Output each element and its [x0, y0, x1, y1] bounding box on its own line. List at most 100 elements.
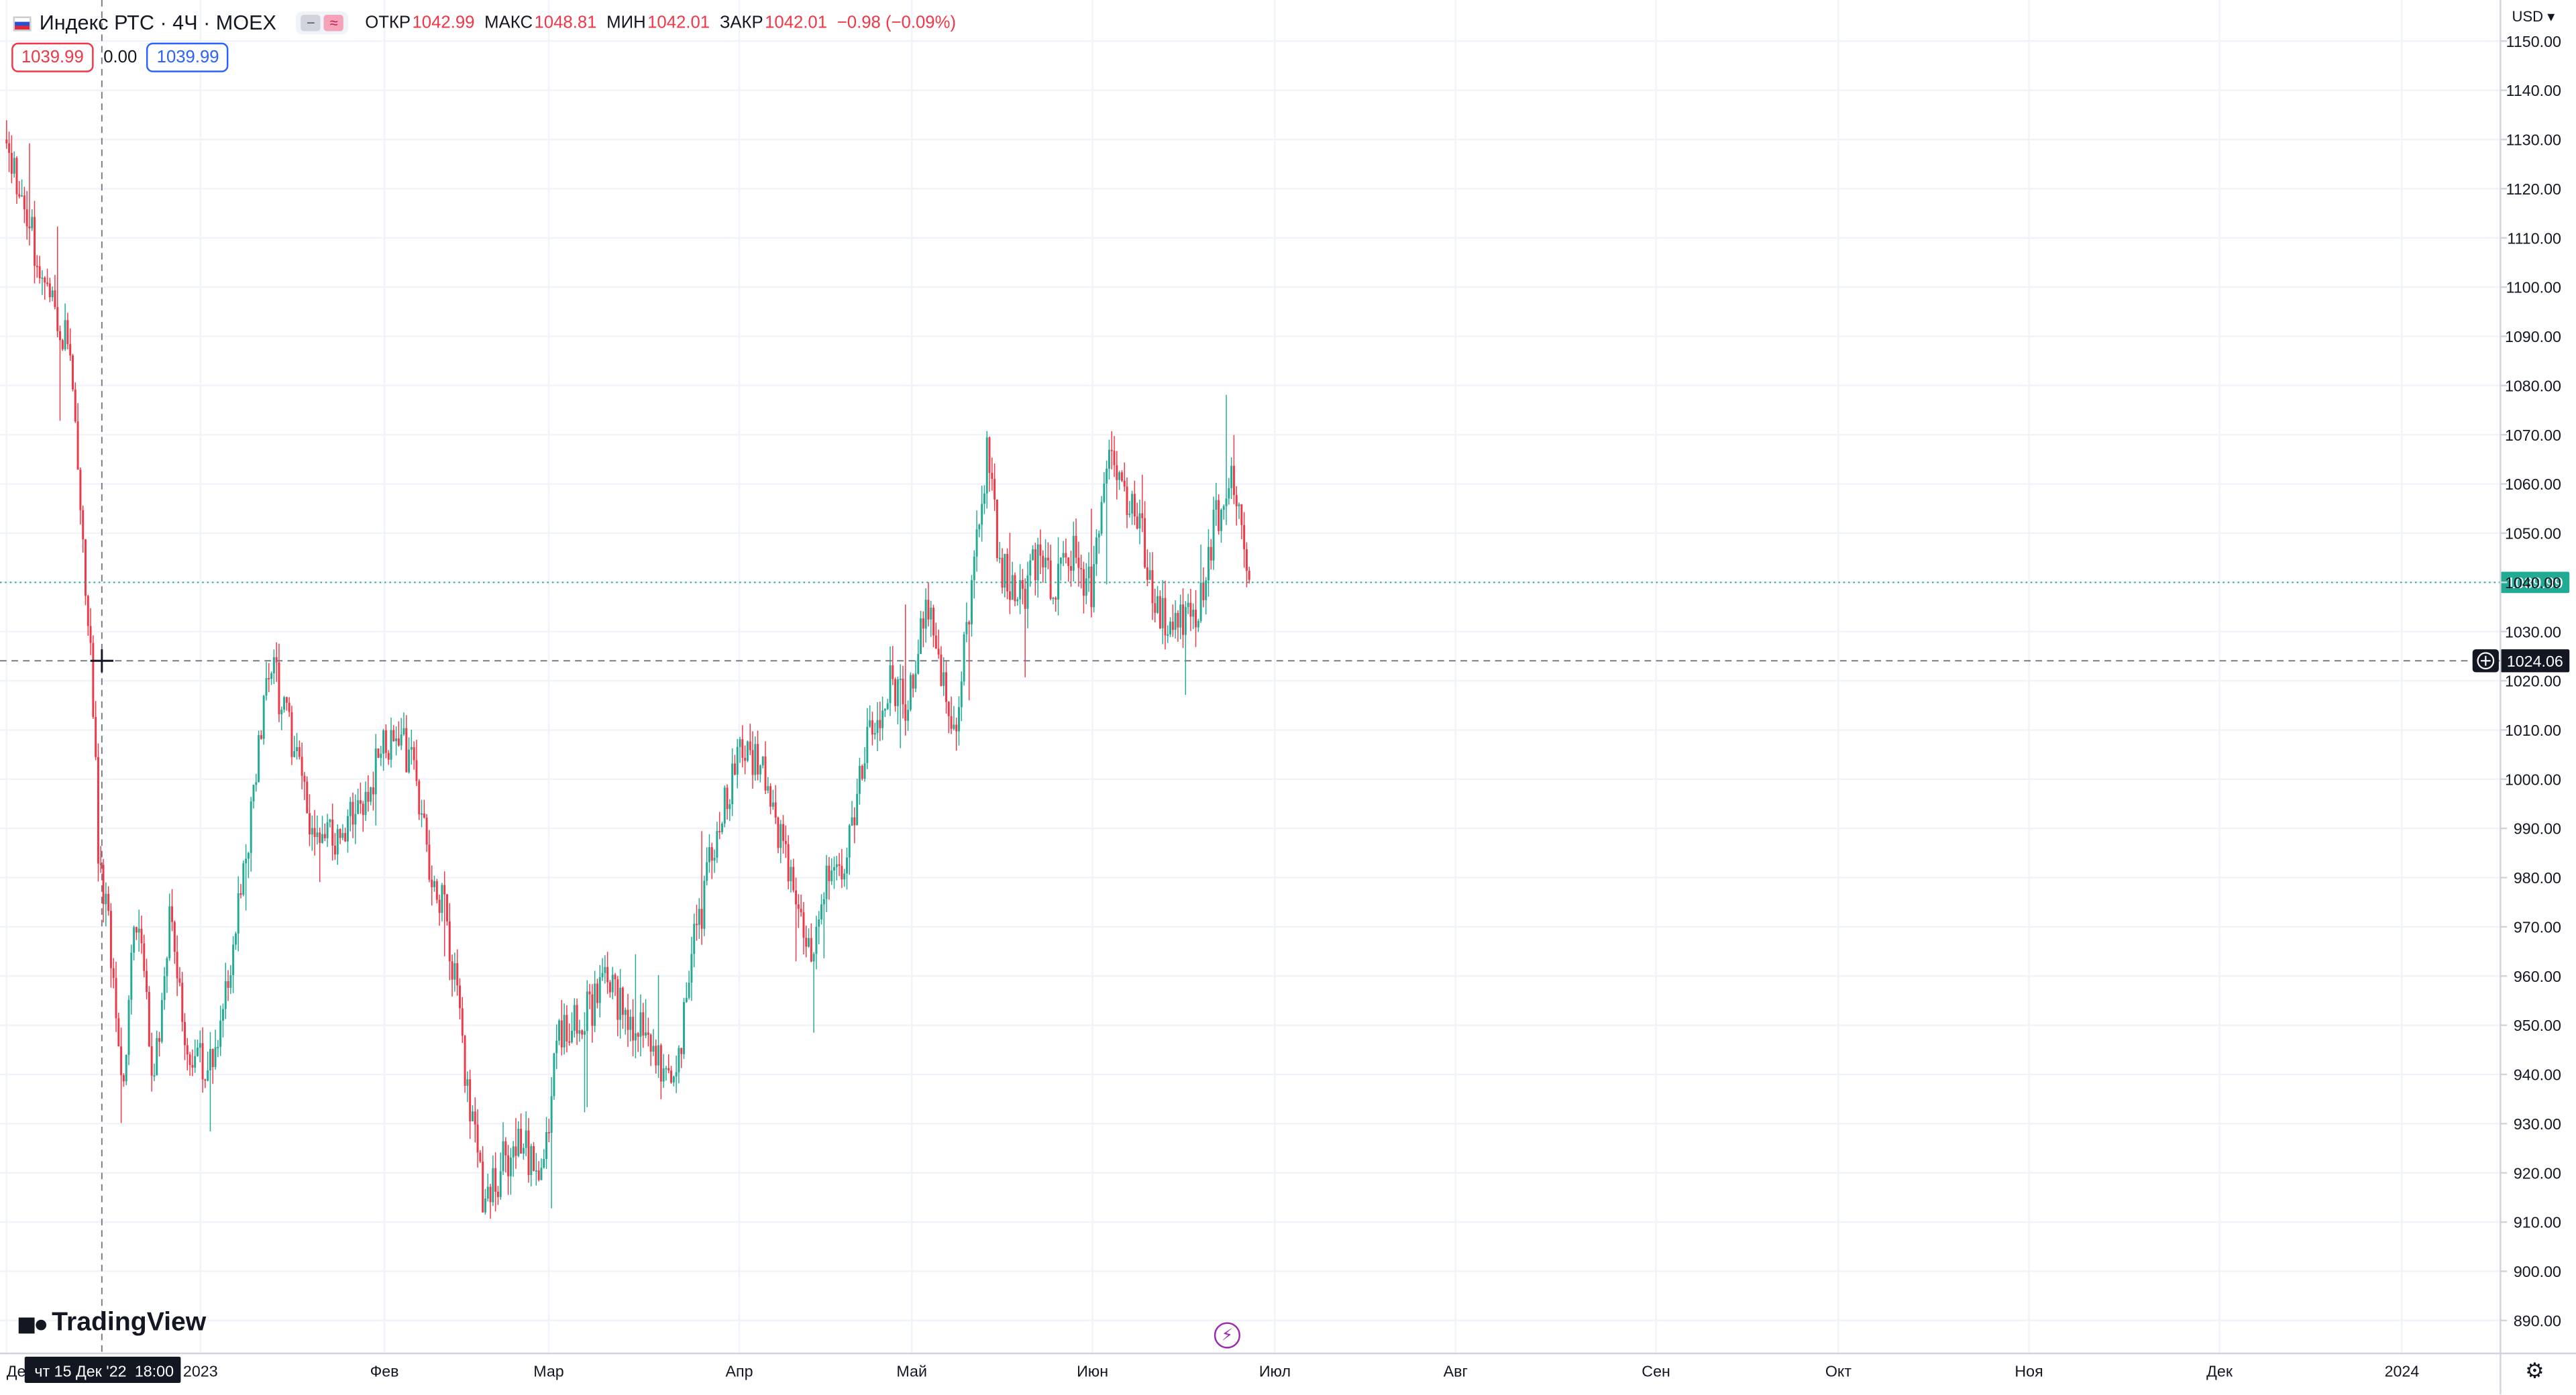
candle-body	[346, 816, 349, 842]
candle	[1138, 499, 1141, 545]
candle-body	[922, 618, 924, 629]
candle	[405, 715, 408, 773]
candle-body	[285, 697, 288, 703]
candle-body	[280, 710, 283, 715]
candle	[950, 696, 953, 734]
candle	[588, 983, 591, 1009]
candle	[237, 876, 239, 952]
candle-body	[1131, 494, 1134, 514]
wave-icon[interactable]: ≈	[323, 15, 344, 32]
buy-button[interactable]: 1039.99	[146, 42, 229, 72]
candle-body	[453, 963, 456, 980]
candle	[642, 1003, 645, 1048]
candle	[909, 672, 912, 712]
candle	[998, 542, 1001, 563]
sell-button[interactable]: 1039.99	[11, 42, 94, 72]
candle	[953, 706, 955, 731]
candle	[364, 781, 367, 822]
symbol-legend: Индекс РТС · 4Ч · MOEX − ≈ ОТКР 1042.99 …	[13, 8, 956, 38]
price-tick-label: 1040.00	[2505, 574, 2561, 592]
candle	[808, 928, 810, 948]
candle	[102, 858, 105, 923]
candle-body	[1238, 504, 1240, 506]
candle-body	[853, 817, 856, 826]
candle	[89, 608, 92, 655]
candle	[334, 833, 336, 860]
symbol-title[interactable]: Индекс РТС · 4Ч · MOEX	[39, 11, 276, 35]
low-value: 1042.01	[647, 13, 710, 33]
candle-body	[958, 707, 960, 732]
candle-body	[1205, 580, 1208, 600]
candle	[530, 1143, 533, 1186]
candle-body	[1024, 588, 1026, 609]
candle	[280, 706, 283, 730]
gear-icon[interactable]: ⚙	[2525, 1358, 2544, 1384]
candle-body	[194, 1056, 197, 1068]
candle	[1113, 436, 1116, 478]
candle-body	[1144, 518, 1146, 567]
candle-body	[815, 926, 818, 954]
candle-body	[1032, 549, 1034, 561]
crosshair-price-badge	[2500, 649, 2570, 673]
candle	[749, 724, 751, 756]
candle	[1062, 541, 1065, 567]
candle-body	[968, 622, 971, 624]
candle-body	[153, 1075, 156, 1077]
trade-buttons: 1039.99 0.00 1039.99	[11, 42, 229, 72]
currency-selector[interactable]: USD ▾	[2512, 8, 2555, 26]
visibility-toggle[interactable]: − ≈	[296, 11, 349, 35]
candle	[553, 1052, 555, 1101]
candle	[584, 1012, 586, 1113]
candle	[1243, 512, 1246, 568]
candle-body	[56, 306, 59, 331]
candle	[125, 1054, 127, 1086]
candle-body	[293, 751, 296, 757]
candle	[611, 966, 614, 1000]
candle-body	[675, 1072, 678, 1077]
candle	[171, 889, 174, 932]
candle	[710, 842, 713, 879]
candle-body	[309, 813, 311, 835]
time-tick-label: Сен	[1642, 1362, 1670, 1380]
minus-icon[interactable]: −	[301, 15, 321, 32]
candle-body	[856, 793, 859, 826]
tradingview-logo[interactable]: ◼● TradingView	[16, 1309, 206, 1339]
candle-body	[932, 608, 934, 636]
candle-body	[413, 747, 415, 761]
candle-body	[408, 749, 411, 773]
candle	[693, 913, 696, 968]
candle-body	[1059, 557, 1062, 564]
candle	[331, 803, 334, 861]
candle-body	[341, 833, 344, 838]
candle	[494, 1152, 497, 1212]
candle	[466, 1071, 469, 1103]
candle-body	[476, 1124, 479, 1153]
candle	[163, 967, 166, 1010]
candle-body	[917, 654, 920, 674]
candle	[471, 1105, 474, 1121]
lightning-icon[interactable]: ⚡	[1214, 1322, 1240, 1349]
candle	[940, 646, 943, 687]
candle-body	[148, 992, 150, 1047]
candle	[496, 1186, 499, 1205]
candle-body	[716, 831, 718, 858]
candle	[138, 909, 140, 952]
candle-body	[1184, 607, 1187, 635]
candle	[283, 695, 286, 713]
candle	[117, 1012, 120, 1047]
add-alert-plus-icon[interactable]	[2472, 649, 2499, 673]
candle-body	[983, 493, 985, 504]
candle	[207, 1052, 209, 1082]
candle	[690, 936, 693, 1001]
candle-body	[586, 991, 588, 1031]
candle	[336, 824, 339, 865]
candle-body	[965, 622, 968, 634]
candle	[262, 695, 265, 745]
candle-body	[127, 999, 130, 1056]
candle	[1179, 594, 1182, 640]
candle	[1167, 625, 1169, 643]
candle	[614, 972, 616, 997]
candle	[479, 1150, 482, 1164]
